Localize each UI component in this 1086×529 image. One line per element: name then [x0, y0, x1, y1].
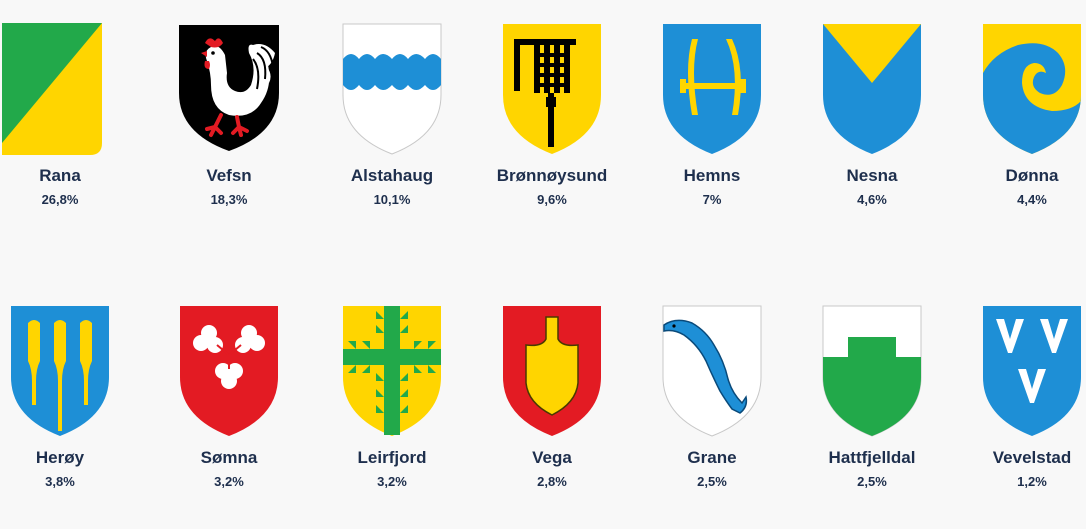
grane-coat-of-arms-icon	[662, 305, 762, 437]
vevelstad-coat-of-arms-icon	[982, 305, 1082, 437]
municipality-share: 3,2%	[214, 474, 244, 489]
somna-coat-of-arms-icon	[179, 305, 279, 437]
municipality-share: 3,2%	[377, 474, 407, 489]
municipality-name: Vefsn	[206, 166, 252, 185]
municipality-share: 26,8%	[41, 192, 79, 207]
municipality-share: 2,5%	[857, 474, 887, 489]
municipality-name: Grane	[687, 448, 737, 467]
municipality-name: Hattfjelldal	[828, 448, 916, 467]
municipality-name: Hemns	[683, 166, 741, 185]
hattfjelldal-coat-of-arms-icon	[822, 305, 922, 437]
municipality-name: Herøy	[35, 448, 85, 467]
municipality-name: Rana	[39, 166, 81, 185]
municipality-share: 2,8%	[537, 474, 567, 489]
municipality-name: Leirfjord	[357, 448, 427, 467]
alstahaug-coat-of-arms-icon	[342, 23, 442, 155]
donna-coat-of-arms-icon	[982, 23, 1082, 155]
vega-coat-of-arms-icon	[502, 305, 602, 437]
municipality-share: 9,6%	[537, 192, 567, 207]
municipality-name: Alstahaug	[350, 166, 434, 185]
municipality-name: Vega	[532, 448, 572, 467]
municipality-share: 4,6%	[857, 192, 887, 207]
municipality-share: 4,4%	[1017, 192, 1047, 207]
vefsn-coat-of-arms-icon	[177, 23, 281, 153]
municipality-share: 10,1%	[373, 192, 411, 207]
heroy-coat-of-arms-icon	[10, 305, 110, 437]
nesna-coat-of-arms-icon	[822, 23, 922, 155]
municipality-name: Brønnøysund	[496, 166, 608, 185]
municipality-share: 2,5%	[697, 474, 727, 489]
municipality-name: Vevelstad	[992, 448, 1072, 467]
hemnes-coat-of-arms-icon	[662, 23, 762, 155]
municipality-name: Sømna	[200, 448, 258, 467]
municipality-name: Dønna	[1005, 166, 1059, 185]
municipality-name: Nesna	[846, 166, 898, 185]
bronnoysund-coat-of-arms-icon	[502, 23, 602, 155]
leirfjord-coat-of-arms-icon	[342, 305, 442, 437]
municipality-share: 3,8%	[45, 474, 75, 489]
municipality-share: 18,3%	[210, 192, 248, 207]
rana-coat-of-arms-icon	[2, 23, 102, 155]
municipality-share: 7%	[702, 192, 722, 207]
municipality-share: 1,2%	[1017, 474, 1047, 489]
